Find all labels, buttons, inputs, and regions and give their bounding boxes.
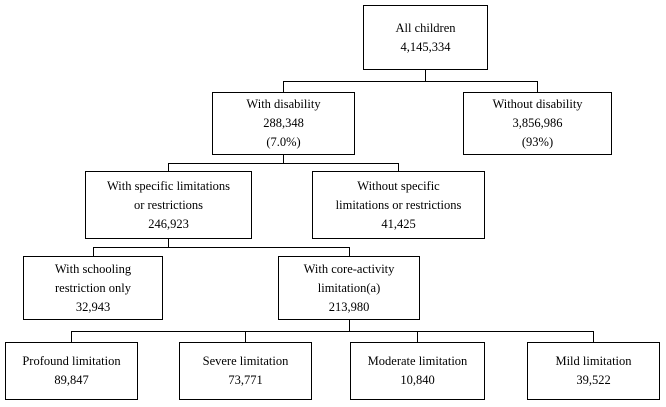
node-value: 39,522 <box>576 373 611 387</box>
node-value: 10,840 <box>400 373 435 387</box>
node-label: Profound limitation <box>22 354 121 368</box>
connector-line <box>537 81 538 92</box>
connector-line <box>349 247 350 256</box>
node-without-specific-limitations: Without specific limitations or restrict… <box>312 171 485 239</box>
connector-line <box>283 155 284 163</box>
node-label: With core-activity <box>303 261 395 276</box>
connector-line <box>93 247 350 248</box>
node-value: 246,923 <box>148 216 189 231</box>
connector-line <box>93 247 94 256</box>
connector-line <box>245 331 246 342</box>
connector-line <box>349 320 350 331</box>
node-label: Severe limitation <box>202 354 289 368</box>
node-without-disability: Without disability 3,856,986 (93%) <box>463 92 612 155</box>
node-value: 73,771 <box>228 373 263 387</box>
node-moderate-limitation: Moderate limitation 10,840 <box>350 342 485 400</box>
node-with-specific-limitations: With specific limitations or restriction… <box>85 171 252 239</box>
node-value: 288,348 <box>263 116 304 130</box>
node-schooling-restriction: With schooling restriction only 32,943 <box>23 256 163 320</box>
node-value: 32,943 <box>75 299 111 314</box>
node-value: 3,856,986 <box>512 116 563 130</box>
connector-line <box>168 163 399 164</box>
connector-line <box>283 81 284 92</box>
node-mild-limitation: Mild limitation 39,522 <box>527 342 660 400</box>
node-label: or restrictions <box>133 197 204 212</box>
connector-line <box>168 163 169 171</box>
node-label: restriction only <box>54 280 132 295</box>
node-label: Mild limitation <box>555 354 632 368</box>
node-profound-limitation: Profound limitation 89,847 <box>5 342 138 400</box>
node-label: limitations or restrictions <box>335 197 462 212</box>
connector-line <box>71 331 594 332</box>
node-all-children: All children 4,145,334 <box>363 5 488 70</box>
node-value: 41,425 <box>381 216 416 231</box>
connector-line <box>168 239 169 247</box>
connector-line <box>283 81 538 82</box>
node-label: Moderate limitation <box>367 354 468 368</box>
connector-line <box>417 331 418 342</box>
node-with-disability: With disability 288,348 (7.0%) <box>212 92 355 155</box>
node-label: With schooling <box>54 261 132 276</box>
node-label: With disability <box>246 97 321 111</box>
node-label: Without disability <box>492 97 583 111</box>
connector-line <box>425 70 426 81</box>
node-value: 4,145,334 <box>400 39 451 54</box>
connector-line <box>593 331 594 342</box>
node-core-activity-limitation: With core-activity limitation(a) 213,980 <box>278 256 420 320</box>
connector-line <box>398 163 399 171</box>
node-severe-limitation: Severe limitation 73,771 <box>179 342 312 400</box>
connector-line <box>71 331 72 342</box>
node-value: 213,980 <box>328 299 370 314</box>
node-label: All children <box>395 20 456 35</box>
node-percent: (93%) <box>521 135 554 149</box>
node-value: 89,847 <box>54 373 89 387</box>
node-label: limitation(a) <box>317 280 381 295</box>
node-percent: (7.0%) <box>266 135 301 149</box>
node-label: With specific limitations <box>106 178 231 193</box>
node-label: Without specific <box>357 178 440 193</box>
